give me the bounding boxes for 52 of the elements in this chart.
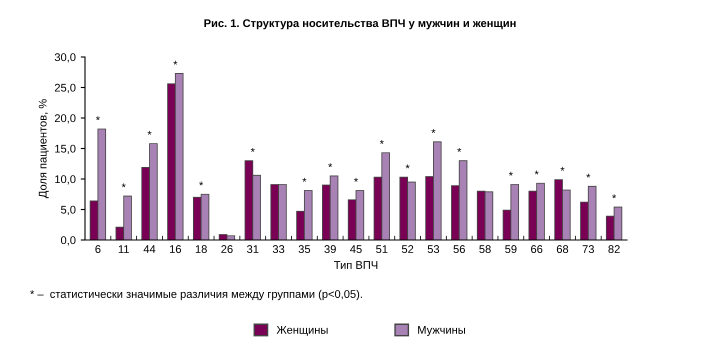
x-tick-label: 82 [608,245,620,254]
annotation: * [148,130,152,135]
x-axis-title: Тип ВПЧ [334,261,378,269]
y-tick-label: 25,0 [54,84,76,93]
x-tick-label: 59 [505,245,517,254]
x-tick-label: 66 [531,245,542,254]
annotation: * [199,182,204,186]
x-tick-label: 11 [118,245,129,253]
text: * – статистически значимые различия между группами (p<0,05). [30,290,362,300]
x-tick-label: 31 [247,245,258,254]
annotation: * [457,148,462,152]
annotation: * [328,163,332,168]
annotation: * [302,178,306,182]
y-tick-label: 0,0 [60,236,76,246]
y-tick-label: 30,0 [54,53,76,62]
annotation: * [380,140,384,144]
x-tick-label: 39 [324,245,336,254]
x-tick-label: 44 [144,245,156,253]
y-tick-label: 10,0 [55,175,76,184]
x-tick-label: 33 [272,245,284,254]
y-axis-title: Доля пациентов, % [38,99,49,198]
legend-label: Женщины [276,326,328,336]
annotation: * [406,164,410,168]
y-tick-label: 15,0 [55,144,76,154]
annotation: * [122,183,126,188]
x-tick-label: 52 [402,245,414,254]
annotation: * [534,170,539,174]
x-tick-label: 6 [95,245,101,254]
legend-label: Мужчины [418,326,465,336]
x-tick-label: 35 [298,245,310,254]
annotation: * [586,174,590,178]
annotation: * [560,166,564,171]
annotation: * [431,129,436,133]
x-tick-label: 45 [350,245,362,254]
x-tick-label: 68 [556,245,568,254]
x-tick-label: 18 [196,245,207,254]
annotation: * [354,178,358,182]
x-tick-label: 53 [428,245,440,254]
x-tick-label: 51 [376,245,388,254]
x-tick-label: 73 [582,245,594,254]
annotation: * [612,194,616,198]
x-tick-label: 16 [170,245,182,254]
chart-title: Рис. 1. Структура носительства ВПЧ у мужчин и женщин [204,19,516,30]
annotation: * [250,148,255,152]
annotation: * [96,116,100,120]
x-tick-label: 56 [454,245,465,254]
y-tick-label: 5,0 [60,206,76,215]
annotation: * [173,60,178,65]
y-tick-label: 20,0 [54,114,76,124]
annotation: * [508,172,513,176]
x-tick-label: 58 [479,245,491,254]
x-tick-label: 26 [221,245,233,254]
